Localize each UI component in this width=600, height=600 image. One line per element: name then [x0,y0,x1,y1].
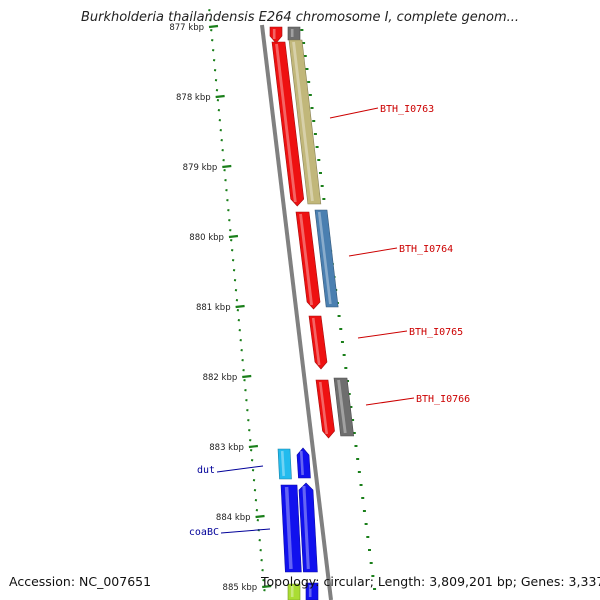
gene-tracks [269,26,355,600]
scale-tick-label: 879 kbp [183,163,218,173]
gene-dut-inner-shine [280,450,286,477]
scale-tick-label: 883 kbp [209,443,244,453]
label-coabc-leader [220,528,271,534]
scale-tick-label: 884 kbp [216,513,251,523]
scale-tick-label: 878 kbp [176,93,211,103]
scale-major-tick [262,584,272,589]
scale-tick-label: 877 kbp [169,23,204,33]
gene-bth-i0764-shine [317,211,332,305]
scale-tick-label: 885 kbp [223,583,258,593]
scale-tick-label: 882 kbp [203,373,238,383]
scale-major-tick [208,24,219,29]
scale-major-tick [228,234,239,239]
scale-major-tick [235,304,245,309]
scale-major-tick [255,514,265,519]
scale-major-tick [222,164,232,169]
gene-coabc-inner-shine [284,486,293,570]
backbone [260,24,333,600]
backbone-line [260,24,333,600]
gene-dut-outer-shine [299,450,304,476]
cds-bth-i0766-shine [318,381,329,435]
cds-top-partial [269,26,283,44]
map-title: Burkholderia thailandensis E264 chromoso… [80,10,520,25]
label-bth-i0763: BTH_I0763 [380,104,434,115]
gene-top-partial [287,26,301,41]
scale-major-tick [248,444,259,449]
label-bth-i0764: BTH_I0764 [399,244,453,255]
genome-summary: Topology: circular; Length: 3,809,201 bp… [261,574,600,589]
label-bth-i0766-leader [365,397,415,406]
scale-tick-label: 881 kbp [196,303,231,313]
cds-bth-i0763-shine [275,43,297,203]
scale-major-tick [215,94,225,99]
cds-bth-i0764-shine [299,213,314,306]
gene-bth-i0766-shine [337,379,347,434]
cds-bth-i0765-shine [311,317,321,366]
label-bth-i0764-leader [348,247,398,257]
gene-bth-i0763-shine [292,41,314,202]
label-bth-i0766: BTH_I0766 [416,394,470,405]
scale-major-tick [242,374,252,379]
label-bth-i0763-leader [329,107,379,119]
label-bth-i0765-leader [357,330,408,339]
scale-ruler: 877 kbp 878 kbp 879 kbp 880 kbp 881 kbp 882 k… [169,9,377,593]
label-dut: dut [197,465,215,476]
scale-tick-label: 880 kbp [189,233,224,243]
label-bth-i0765: BTH_I0765 [409,327,463,338]
cds-bth-i0764 [295,211,321,310]
label-dut-leader [216,465,264,473]
label-coabc: coaBC [189,527,219,538]
gene-coabc-outer-shine [302,485,310,570]
accession-text: Accession: NC_007651 [9,574,152,589]
